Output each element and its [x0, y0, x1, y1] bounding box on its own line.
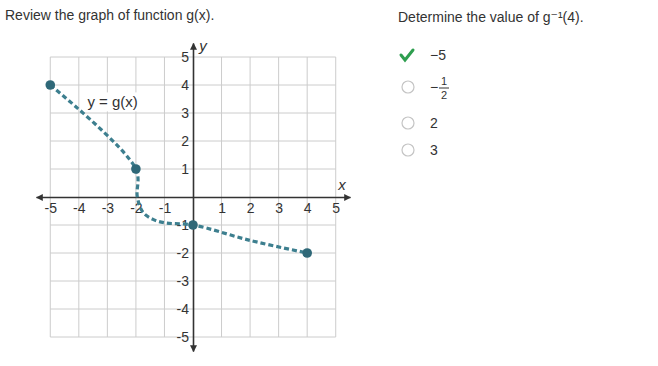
fraction-denominator: 2	[441, 89, 447, 101]
x-tick: 2	[247, 197, 255, 216]
x-tick-label: 2	[247, 200, 255, 216]
y-axis-line	[193, 44, 195, 352]
prompt: Review the graph of function g(x).	[5, 7, 214, 23]
endpoint	[131, 164, 141, 174]
x-tick: -1	[159, 197, 172, 216]
y-tick: 4	[181, 77, 193, 93]
choice-text: 3	[430, 142, 438, 158]
y-tick: 2	[181, 133, 193, 149]
y-tick-label: 1	[181, 161, 189, 177]
radio-button[interactable]	[402, 144, 414, 156]
fraction-numerator: 1	[441, 75, 447, 87]
x-tick: 5	[332, 197, 340, 216]
y-tick-label: 5	[181, 49, 189, 65]
choice-text: −	[430, 79, 438, 95]
x-tick-label: 5	[332, 200, 340, 216]
x-tick: -3	[102, 197, 115, 216]
y-tick: -4	[177, 301, 193, 317]
annotation-text: y = g(x)	[87, 93, 137, 110]
x-tick: -2	[130, 197, 143, 216]
y-tick-label: -5	[177, 329, 190, 345]
y-tick: -3	[177, 273, 193, 289]
y-tick: 5	[181, 49, 193, 65]
y-tick: -5	[177, 329, 193, 345]
choice-text: 2	[430, 115, 438, 131]
radio-button[interactable]	[402, 81, 414, 93]
x-tick: -5	[45, 197, 58, 216]
x-tick: -4	[73, 197, 86, 216]
y-tick: 1	[181, 161, 193, 177]
y-tick-label: -4	[177, 301, 190, 317]
y-axis: -5-4-3-2-112345	[177, 44, 194, 352]
x-tick: 4	[304, 197, 312, 216]
x-tick-label: -5	[45, 200, 58, 216]
x-tick-label: 1	[218, 200, 226, 216]
page: Review the graph of function g(x). Determ…	[0, 0, 658, 366]
y-tick-label: 4	[181, 77, 189, 93]
y-tick-label: -3	[177, 273, 190, 289]
plot-area	[45, 80, 312, 258]
y-tick: -2	[177, 245, 193, 261]
x-tick-label: -1	[159, 200, 172, 216]
y-axis-label: y	[198, 37, 208, 54]
choice-text: −5	[430, 47, 446, 63]
y-tick: 3	[181, 105, 193, 121]
question: Determine the value of g⁻¹(4).	[398, 9, 584, 25]
endpoint	[302, 248, 312, 258]
radio-button[interactable]	[402, 117, 414, 129]
annotation: y = g(x)	[84, 92, 140, 111]
y-tick-label: 3	[181, 105, 189, 121]
check-mark	[401, 50, 413, 60]
function-curve	[50, 85, 307, 253]
x-axis-label: x	[337, 176, 346, 193]
y-tick-label: 2	[181, 133, 189, 149]
x-tick-label: 3	[275, 200, 283, 216]
x-tick-label: -3	[102, 200, 115, 216]
annotation-background	[84, 92, 140, 111]
x-tick: 1	[218, 197, 226, 216]
x-tick-label: -4	[73, 200, 86, 216]
endpoint	[188, 220, 198, 230]
x-tick: 3	[275, 197, 283, 216]
endpoint	[45, 80, 55, 90]
x-tick-label: 4	[304, 200, 312, 216]
y-tick-label: -2	[177, 245, 190, 261]
